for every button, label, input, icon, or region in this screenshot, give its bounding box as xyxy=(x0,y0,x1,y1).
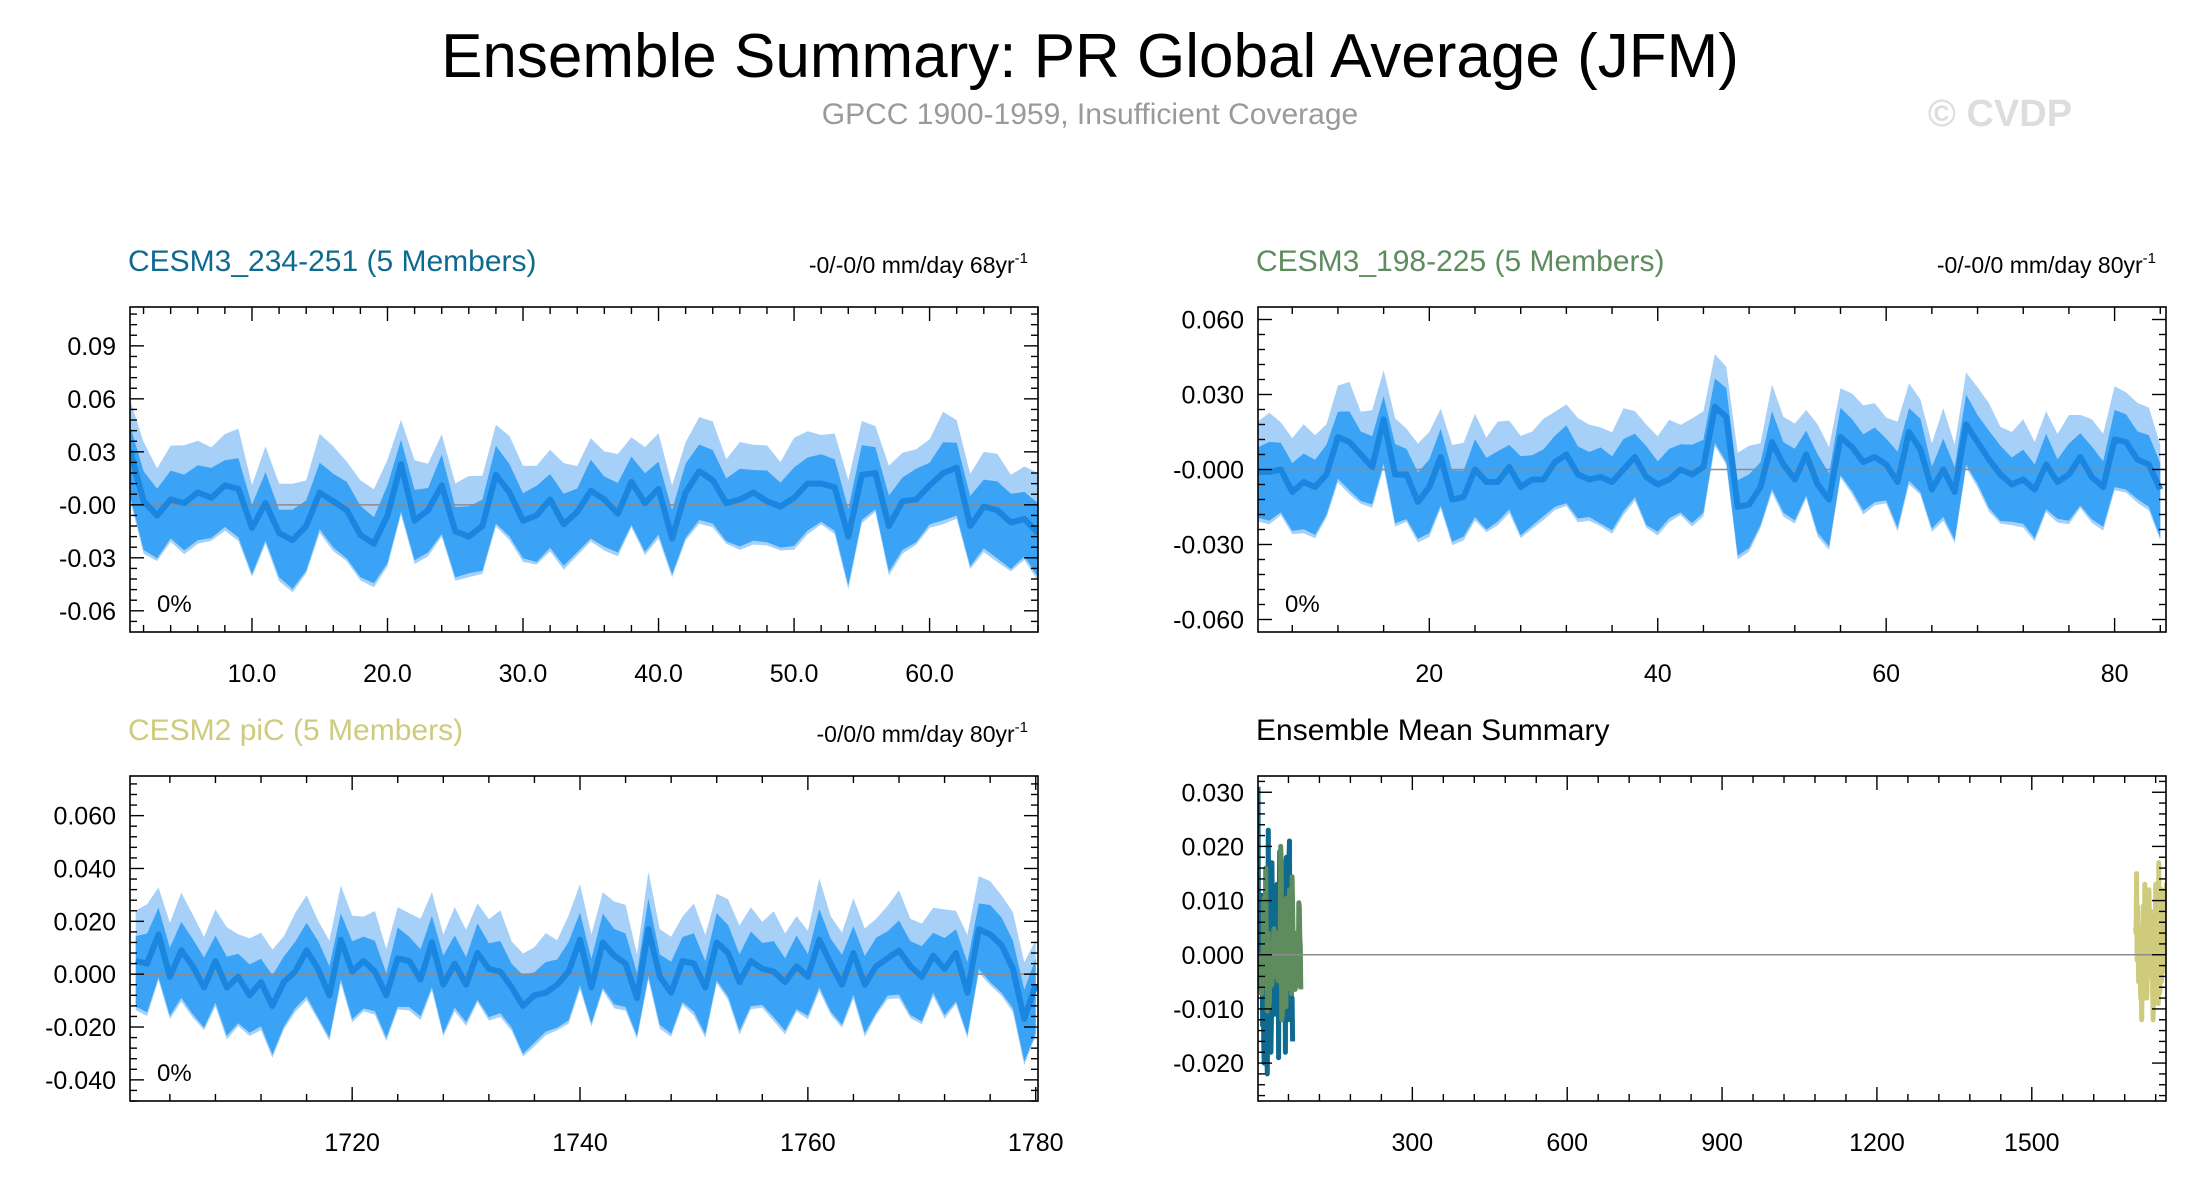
y-tick-label: 0.020 xyxy=(53,908,116,936)
y-tick-label: 0.09 xyxy=(67,333,116,361)
y-tick-label: -0.020 xyxy=(1173,1050,1244,1078)
x-tick-label: 20.0 xyxy=(363,660,412,688)
x-tick-label: 1720 xyxy=(324,1129,380,1157)
y-tick-label: 0.03 xyxy=(67,439,116,467)
x-tick-label: 600 xyxy=(1546,1129,1588,1157)
panel-title: Ensemble Mean Summary xyxy=(1256,714,1609,747)
x-tick-label: 80 xyxy=(2101,660,2129,688)
trend-superscript: -1 xyxy=(1015,719,1028,736)
ensemble-mean-line xyxy=(1258,404,2164,510)
panel-title: CESM3_234-251 (5 Members) xyxy=(128,245,537,278)
trend-text: -0/-0/0 mm/day 68yr xyxy=(809,252,1015,278)
cvdp-watermark: © CVDP xyxy=(1928,93,2072,135)
axis-ticks xyxy=(1258,776,2166,1101)
panel-title: CESM3_198-225 (5 Members) xyxy=(1256,245,1665,278)
trend-label: -0/-0/0 mm/day 80yr-1 xyxy=(1937,250,2156,278)
trend-superscript: -1 xyxy=(1015,250,1028,267)
y-tick-label: 0.010 xyxy=(1181,888,1244,916)
plot-area xyxy=(1258,354,2166,560)
x-tick-label: 40.0 xyxy=(634,660,683,688)
figure-title: Ensemble Summary: PR Global Average (JFM… xyxy=(441,22,1739,91)
ensemble-mean-line xyxy=(135,926,1038,1023)
spread-band-inner xyxy=(130,425,1038,589)
x-tick-label: 30.0 xyxy=(499,660,548,688)
trend-label: -0/-0/0 mm/day 68yr-1 xyxy=(809,250,1028,278)
y-tick-label: 0.040 xyxy=(53,855,116,883)
trend-text: -0/-0/0 mm/day 80yr xyxy=(1937,252,2143,278)
axis-ticks xyxy=(130,307,1039,632)
x-tick-label: 20 xyxy=(1415,660,1443,688)
x-tick-label: 10.0 xyxy=(228,660,277,688)
y-tick-label: 0.030 xyxy=(1181,382,1244,410)
x-tick-label: 60 xyxy=(1872,660,1900,688)
percent-label: 0% xyxy=(157,591,192,618)
summary-series-2 xyxy=(2133,860,2166,1023)
y-tick-label: -0.060 xyxy=(1173,607,1244,635)
y-tick-label: 0.060 xyxy=(1181,307,1244,335)
trend-label: -0/0/0 mm/day 80yr-1 xyxy=(817,719,1028,747)
plot-area xyxy=(130,871,1038,1066)
summary-series-1 xyxy=(1258,843,1304,1023)
trend-text: -0/0/0 mm/day 80yr xyxy=(817,721,1015,747)
y-tick-label: -0.03 xyxy=(59,545,116,573)
x-tick-label: 1740 xyxy=(552,1129,608,1157)
y-tick-label: 0.000 xyxy=(53,961,116,989)
axis-ticks xyxy=(130,776,1038,1102)
ensemble-mean-line xyxy=(130,449,1038,547)
x-tick-label: 900 xyxy=(1701,1129,1743,1157)
percent-label: 0% xyxy=(1285,591,1320,618)
y-tick-label: 0.060 xyxy=(53,803,116,831)
panel-cesm3-234-251: 0% 0.09 0.06 0.03 -0.00 -0.03 -0.06 10.0 20.0 30.… xyxy=(59,245,1039,688)
spread-band-inner xyxy=(135,898,1036,1062)
y-tick-label: -0.000 xyxy=(1173,457,1244,485)
plot-area xyxy=(1258,786,2166,1077)
x-tick-label: 300 xyxy=(1391,1129,1433,1157)
y-tick-label: -0.00 xyxy=(59,492,116,520)
panel-title: CESM2 piC (5 Members) xyxy=(128,714,463,747)
plot-area xyxy=(130,399,1038,593)
y-tick-label: -0.010 xyxy=(1173,996,1244,1024)
axis-ticks xyxy=(1258,307,2166,632)
x-tick-label: 1760 xyxy=(780,1129,836,1157)
panel-ensemble-mean-summary: 0.030 0.020 0.010 0.000 -0.010 -0.020 300 600 90… xyxy=(1173,714,2167,1157)
panel-cesm3-198-225: 0% 0.060 0.030 -0.000 -0.030 -0.060 20 40 60 80 CE… xyxy=(1173,245,2167,688)
y-tick-label: 0.020 xyxy=(1181,833,1244,861)
x-tick-label: 1200 xyxy=(1849,1129,1905,1157)
trend-superscript: -1 xyxy=(2143,250,2156,267)
figure-subtitle: GPCC 1900-1959, Insufficient Coverage xyxy=(822,98,1358,131)
y-tick-label: -0.06 xyxy=(59,598,116,626)
plot-frame xyxy=(1257,775,2167,1102)
x-tick-label: 40 xyxy=(1644,660,1672,688)
x-tick-label: 60.0 xyxy=(905,660,954,688)
y-tick-label: -0.020 xyxy=(45,1014,116,1042)
x-tick-label: 50.0 xyxy=(770,660,819,688)
y-tick-label: -0.040 xyxy=(45,1067,116,1095)
y-tick-label: 0.06 xyxy=(67,386,116,414)
spread-band-inner xyxy=(1258,378,2161,556)
x-tick-label: 1500 xyxy=(2004,1129,2060,1157)
plot-frame xyxy=(129,775,1039,1102)
plot-frame xyxy=(129,306,1039,633)
percent-label: 0% xyxy=(157,1060,192,1087)
panel-cesm2-pic: 0% 0.060 0.040 0.020 0.000 -0.020 -0.040 1720 17… xyxy=(45,714,1063,1157)
y-tick-label: 0.030 xyxy=(1181,779,1244,807)
x-tick-label: 1780 xyxy=(1008,1129,1064,1157)
y-tick-label: -0.030 xyxy=(1173,532,1244,560)
y-tick-label: 0.000 xyxy=(1181,942,1244,970)
